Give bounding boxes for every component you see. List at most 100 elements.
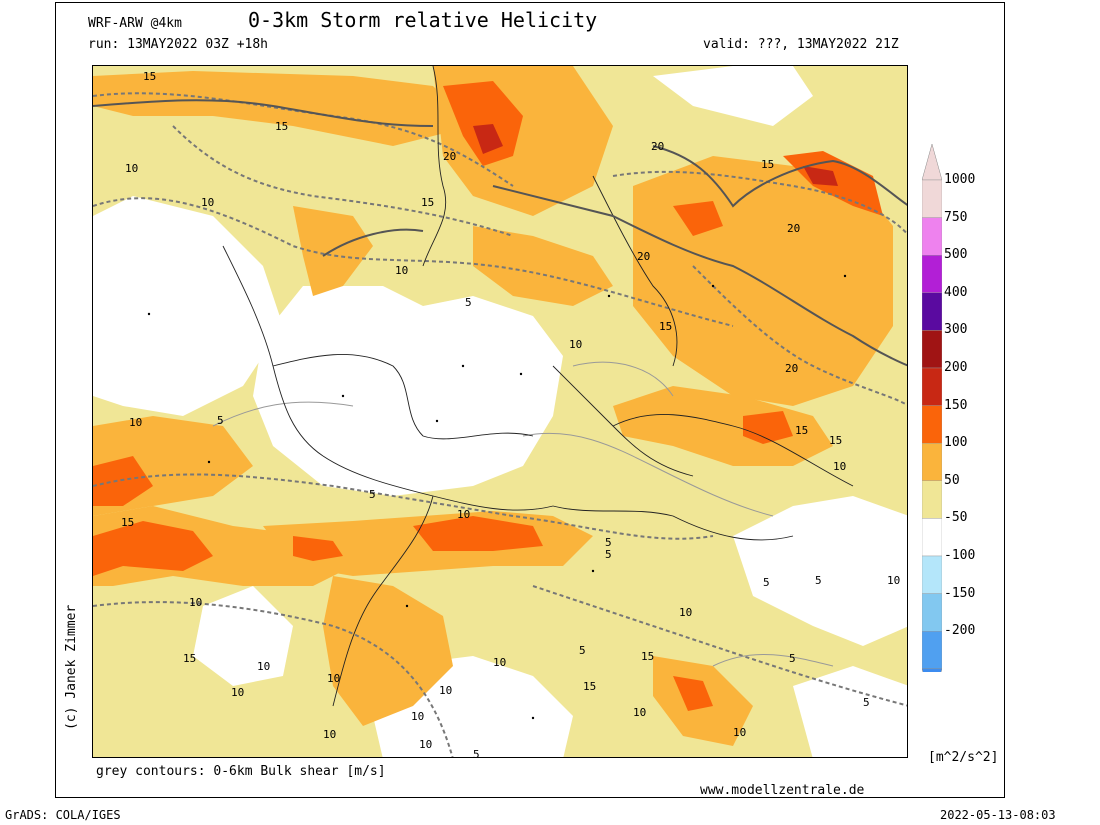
legend-box [921, 443, 943, 482]
contours-note: grey contours: 0-6km Bulk shear [m/s] [96, 764, 386, 779]
helicity-150-200-area [293, 536, 343, 561]
coastlines [93, 99, 907, 367]
contour-label: 15 [121, 516, 134, 529]
helicity-100-150-area [473, 226, 613, 306]
model-label: WRF-ARW @4km [88, 16, 182, 31]
legend-label: 300 [944, 322, 968, 338]
legend-label: -100 [944, 548, 976, 563]
legend-label: 500 [944, 247, 968, 263]
contour-label: 10 [679, 606, 692, 619]
legend-box [921, 254, 943, 293]
legend-label: 100 [944, 435, 968, 451]
legend-box [921, 217, 943, 256]
legend-box [921, 555, 943, 594]
run-label: run: 13MAY2022 03Z +18h [88, 37, 269, 52]
legend-label: -50 [944, 510, 968, 526]
legend-units: [m^2/s^2] [928, 750, 999, 765]
legend-box [921, 292, 943, 331]
software-label: GrADS: COLA/IGES [5, 808, 121, 822]
contour-label: 15 [421, 196, 434, 209]
contour-label: 15 [641, 650, 654, 663]
legend-box [921, 593, 943, 632]
contour-label: 5 [465, 296, 472, 309]
helicity-100-150-area [613, 386, 833, 466]
legend-label: 200 [944, 360, 968, 375]
contour-labels: 15 15 10 10 20 15 15 20 15 20 20 10 5 10… [121, 70, 900, 758]
legend-box [921, 631, 943, 670]
helicity-200-300-area [803, 166, 838, 186]
contour-label: 10 [189, 596, 202, 609]
contour-label: 20 [787, 222, 800, 235]
contour-label: 5 [217, 414, 224, 427]
helicity-150-200-area [93, 521, 213, 576]
legend-bottom-arrow [921, 668, 943, 706]
contour-label: 10 [633, 706, 646, 719]
legend-box [921, 330, 943, 369]
map-title: 0-3km Storm relative Helicity [248, 8, 598, 32]
contour-label: 5 [863, 696, 870, 709]
contour-label: 10 [395, 264, 408, 277]
bulk-shear-thin-contours [212, 361, 834, 667]
contour-label: 15 [659, 320, 672, 333]
contour-label: 15 [583, 680, 596, 693]
country-borders [222, 66, 854, 707]
legend-box [921, 405, 943, 444]
timestamp-label: 2022-05-13-08:03 [940, 808, 1056, 822]
contour-label: 20 [651, 140, 664, 153]
color-legend [921, 143, 943, 706]
contour-label: 15 [143, 70, 156, 83]
contour-label: 20 [637, 250, 650, 263]
legend-label: 150 [944, 397, 968, 413]
legend-label: 1000 [944, 172, 976, 187]
contour-label: 5 [763, 576, 770, 589]
contour-label: 15 [761, 158, 774, 171]
contour-label: 10 [439, 684, 452, 697]
contour-label: 10 [833, 460, 846, 473]
helicity-150-200-area [413, 516, 543, 551]
contour-label: 10 [327, 672, 340, 685]
helicity-150-200-area [673, 201, 723, 236]
legend-box [921, 480, 943, 519]
map-canvas: 15 15 10 10 20 15 15 20 15 20 20 10 5 10… [93, 66, 907, 758]
contour-label: 5 [605, 536, 612, 549]
contour-label: 5 [579, 644, 586, 657]
helicity-150-200-area [443, 81, 523, 166]
legend-box [921, 518, 943, 557]
contour-label: 10 [323, 728, 336, 741]
low-helicity-area [93, 196, 283, 416]
contour-label: 5 [473, 748, 480, 758]
contour-label: 15 [829, 434, 842, 447]
bulk-shear-contours [93, 92, 907, 757]
contour-label: 5 [605, 548, 612, 561]
contour-label: 10 [457, 508, 470, 521]
helicity-200-300-area [473, 124, 503, 154]
contour-label: 15 [795, 424, 808, 437]
helicity-map: 15 15 10 10 20 15 15 20 15 20 20 10 5 10… [92, 65, 908, 758]
legend-colorbar [921, 143, 943, 706]
helicity-150-200-area [743, 411, 793, 444]
contour-label: 20 [443, 150, 456, 163]
low-helicity-area [733, 496, 907, 646]
contour-label: 5 [369, 488, 376, 501]
helicity-150-200-area [93, 456, 153, 506]
helicity-150-200-area [673, 676, 713, 711]
contour-label: 15 [275, 120, 288, 133]
legend-box [921, 367, 943, 406]
contour-label: 10 [231, 686, 244, 699]
website-label: www.modellzentrale.de [700, 783, 865, 798]
contour-label: 10 [887, 574, 900, 587]
legend-label: 50 [944, 472, 960, 488]
contour-label: 20 [785, 362, 798, 375]
low-helicity-area [193, 586, 293, 686]
low-helicity-area [653, 66, 813, 126]
contour-label: 15 [183, 652, 196, 665]
valid-label: valid: ???, 13MAY2022 21Z [703, 37, 899, 52]
legend-box [921, 179, 943, 218]
legend-label: -150 [944, 585, 976, 601]
contour-label: 5 [789, 652, 796, 665]
contour-label: 10 [493, 656, 506, 669]
contour-label: 10 [129, 416, 142, 429]
station-dots [147, 274, 847, 720]
low-helicity-area [793, 666, 907, 757]
low-helicity-area [253, 286, 563, 496]
